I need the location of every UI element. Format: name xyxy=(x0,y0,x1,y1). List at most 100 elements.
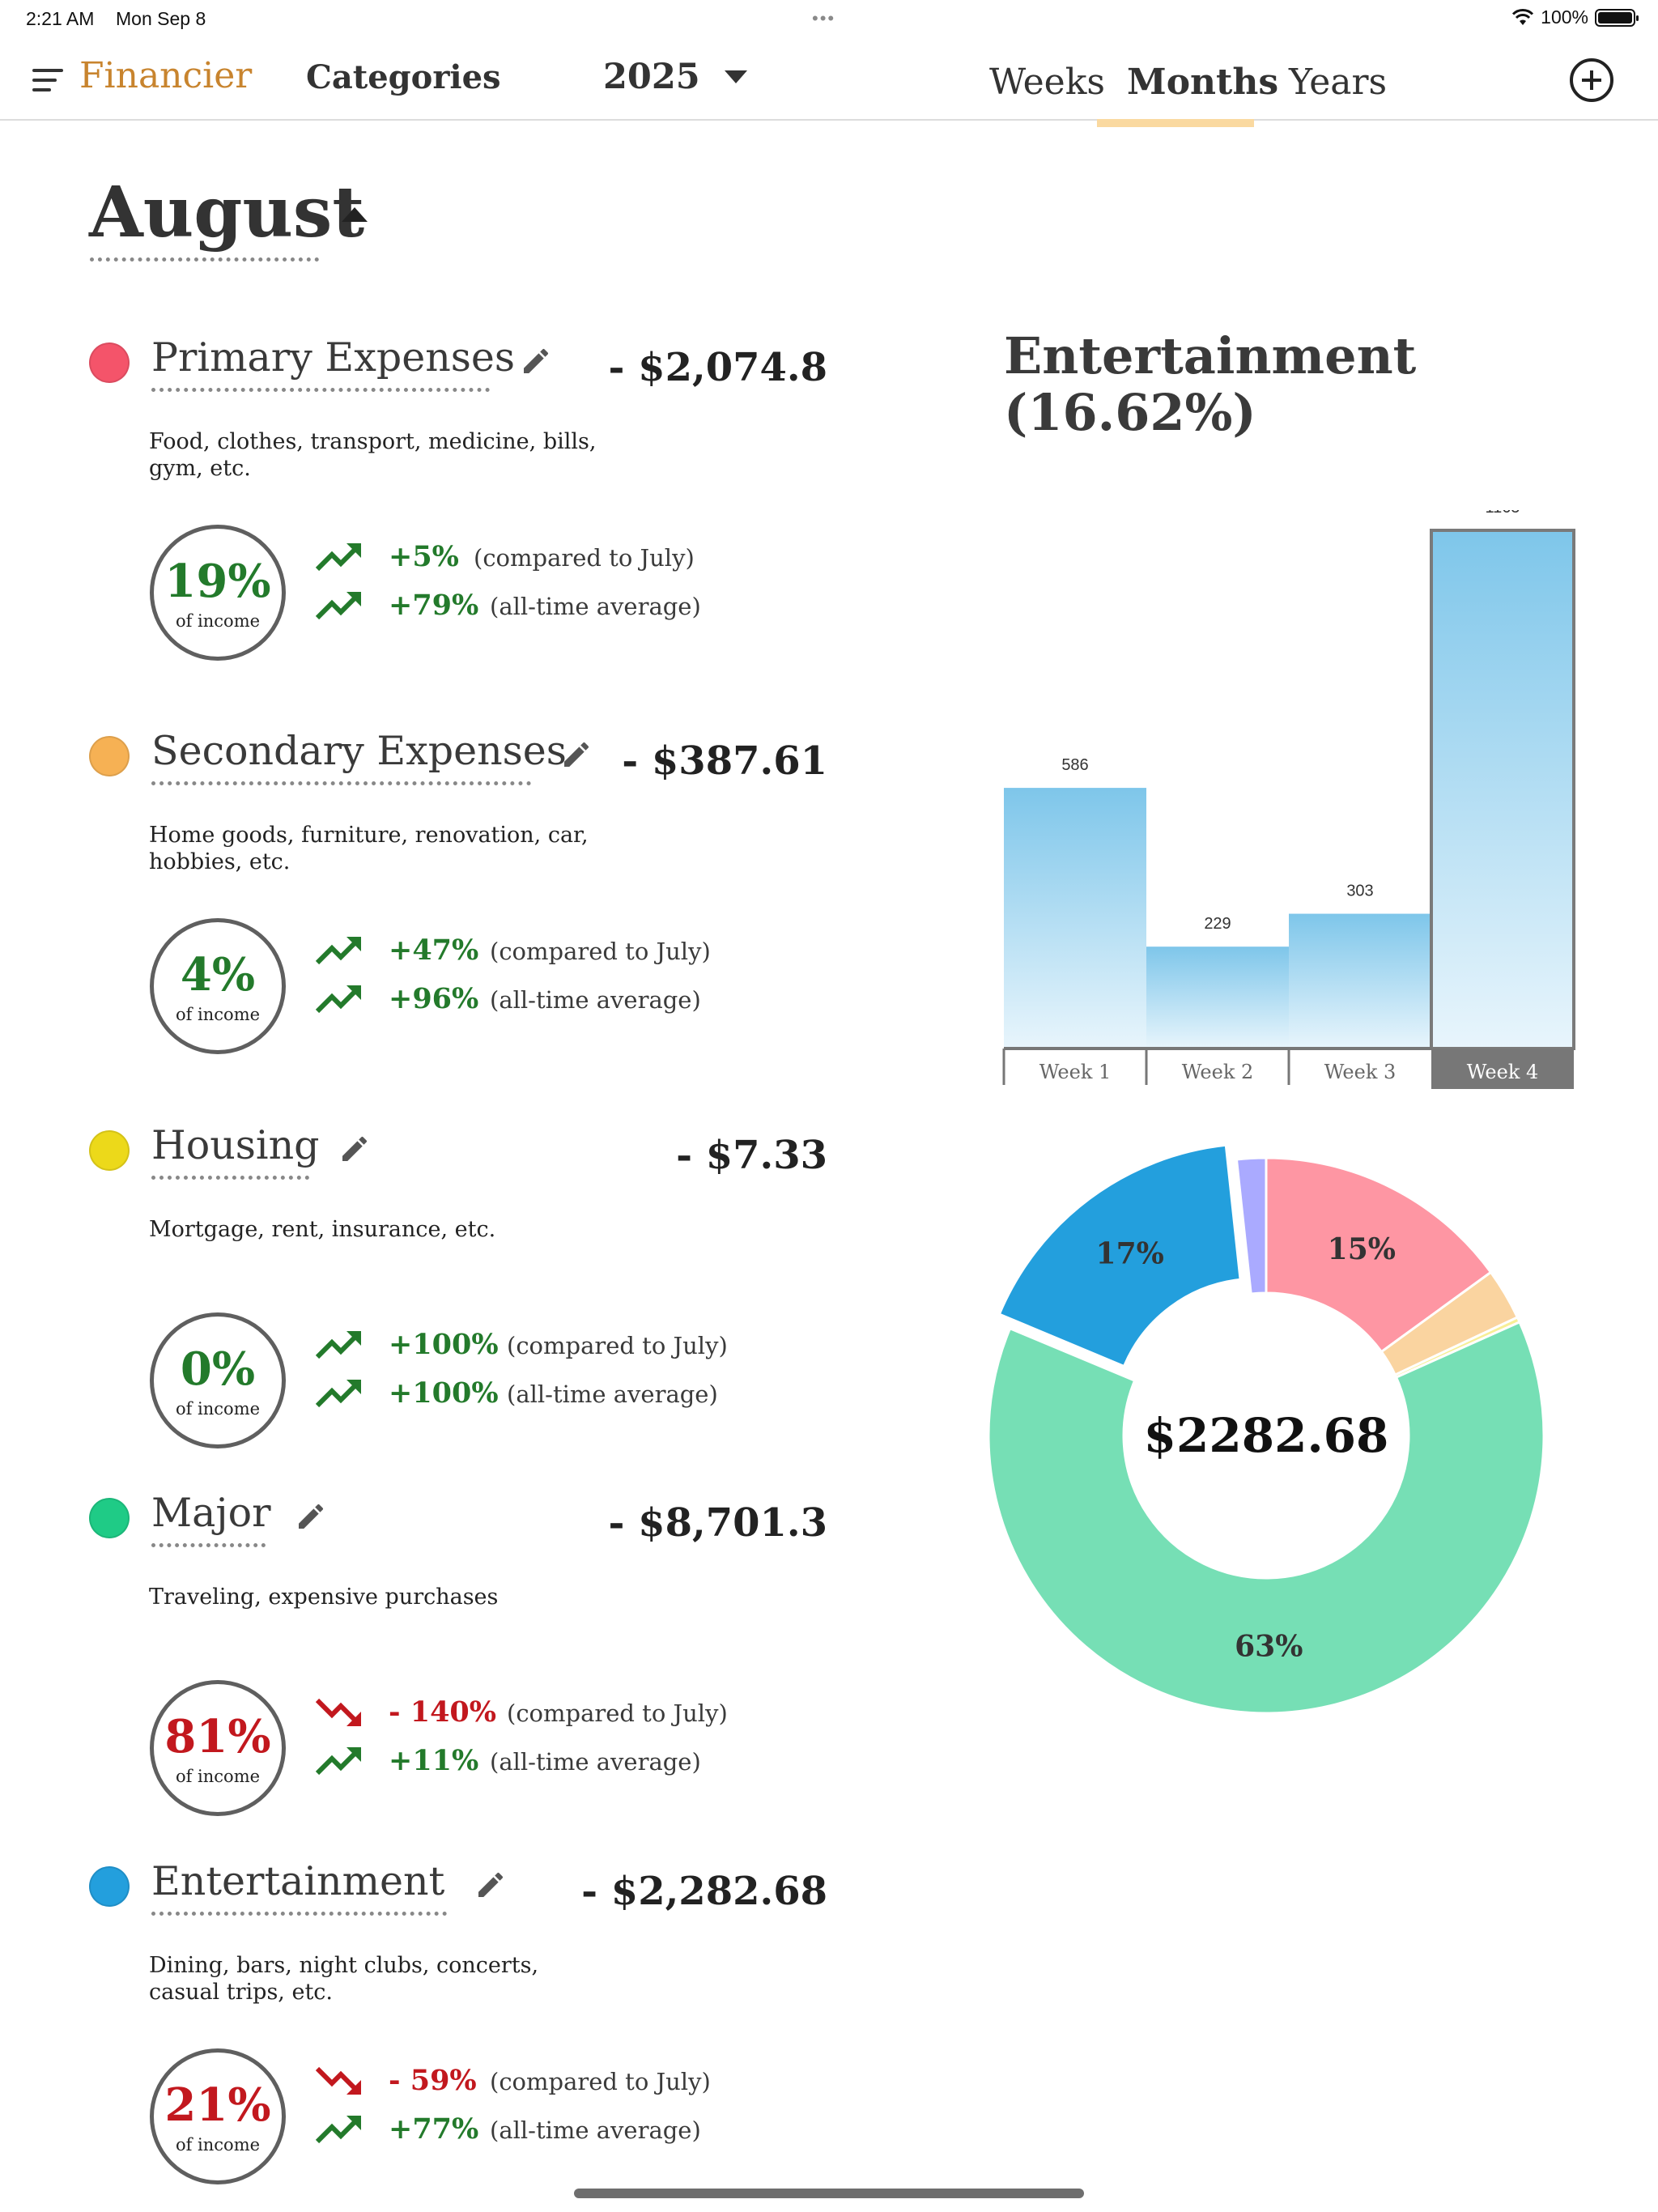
slice-percent-label: 15% xyxy=(1328,1232,1396,1266)
wifi-icon xyxy=(1512,8,1534,25)
category-name-underline xyxy=(151,1176,309,1180)
category-name[interactable]: Entertainment xyxy=(151,1858,445,1904)
category-color-dot xyxy=(89,736,130,776)
donut-slice[interactable] xyxy=(987,1320,1545,1715)
pencil-icon[interactable] xyxy=(295,1500,327,1533)
trend-row: +96% (all-time average) xyxy=(314,979,701,1019)
category-name-underline xyxy=(151,1543,266,1547)
tab-months[interactable]: Months xyxy=(1127,62,1279,103)
category-color-dot xyxy=(89,342,130,383)
donut-slice[interactable] xyxy=(1265,1156,1493,1354)
trend-row: +79% (all-time average) xyxy=(314,585,701,626)
trend-value: - 59% xyxy=(389,2064,477,2097)
chevron-down-icon xyxy=(724,70,747,83)
pencil-icon[interactable] xyxy=(560,738,593,771)
income-percent-label: of income xyxy=(175,611,261,631)
category-color-dot xyxy=(89,1498,130,1538)
top-nav: Financier Categories 2025 Weeks Months Y… xyxy=(0,39,1658,127)
month-title[interactable]: August xyxy=(89,172,365,253)
category-block: Major - $8,701.3 Traveling, expensive purc… xyxy=(0,1490,858,1887)
week-label[interactable]: Week 4 xyxy=(1467,1061,1539,1083)
selected-week-highlight xyxy=(1431,1049,1574,1089)
trend-label: (compared to July) xyxy=(507,1332,728,1359)
chart-title-percent: (16.62%) xyxy=(1004,383,1256,442)
category-name[interactable]: Major xyxy=(151,1490,271,1536)
category-block: Primary Expenses - $2,074.8 Food, clothes,… xyxy=(0,334,858,731)
bar-value-label: 303 xyxy=(1346,883,1373,900)
category-name-underline xyxy=(151,1912,447,1916)
category-amount: - $387.61 xyxy=(622,738,827,784)
category-description: Food, clothes, transport, medicine, bill… xyxy=(149,429,597,481)
income-percent: 19% xyxy=(164,555,271,608)
tab-weeks[interactable]: Weeks xyxy=(989,62,1105,103)
slice-percent-label: 17% xyxy=(1096,1236,1164,1270)
app-brand[interactable]: Financier xyxy=(79,55,253,96)
category-color-dot xyxy=(89,1130,130,1171)
trend-label: (compared to July) xyxy=(490,938,711,965)
trend-value: +5% xyxy=(389,540,459,573)
week-label[interactable]: Week 2 xyxy=(1182,1061,1254,1083)
trending-up-icon xyxy=(315,1747,361,1776)
tab-years[interactable]: Years xyxy=(1289,62,1388,103)
income-percent: 81% xyxy=(164,1710,271,1763)
trend-value: +47% xyxy=(389,934,479,967)
income-percent-label: of income xyxy=(175,1005,261,1024)
trend-label: (all-time average) xyxy=(507,1380,718,1408)
trend-row: +5% (compared to July) xyxy=(314,537,695,577)
week-label[interactable]: Week 3 xyxy=(1324,1061,1397,1083)
trend-label: (all-time average) xyxy=(490,1748,701,1776)
bar-3[interactable] xyxy=(1289,913,1431,1049)
category-name-underline xyxy=(151,388,490,392)
pencil-icon[interactable] xyxy=(338,1133,371,1165)
battery-icon xyxy=(1595,8,1639,27)
category-description: Mortgage, rent, insurance, etc. xyxy=(149,1217,496,1242)
add-circle-icon[interactable] xyxy=(1570,58,1613,102)
trend-value: +79% xyxy=(389,589,479,622)
income-percent-ring: 81% of income xyxy=(150,1680,286,1816)
bar-4[interactable] xyxy=(1430,529,1575,1050)
bar-2[interactable] xyxy=(1146,946,1289,1049)
categories-link[interactable]: Categories xyxy=(306,58,501,96)
category-donut-chart: 15% 63% 17% $2282.68 xyxy=(987,1143,1545,1715)
trend-value: +77% xyxy=(389,2112,479,2146)
income-percent: 4% xyxy=(180,948,256,1002)
donut-center-total: $2282.68 xyxy=(1144,1408,1389,1463)
year-dropdown[interactable]: 2025 xyxy=(603,57,747,97)
trend-value: - 140% xyxy=(389,1695,497,1729)
trend-label: (all-time average) xyxy=(490,2116,701,2144)
category-block: Housing - $7.33 Mortgage, rent, insurance,… xyxy=(0,1122,858,1519)
income-percent-label: of income xyxy=(175,1767,261,1786)
month-title-underline xyxy=(90,257,319,262)
home-indicator[interactable] xyxy=(574,2189,1084,2198)
week-label[interactable]: Week 1 xyxy=(1039,1061,1112,1083)
category-name[interactable]: Housing xyxy=(151,1122,320,1168)
category-name-underline xyxy=(151,781,531,785)
trending-up-icon xyxy=(315,1331,361,1359)
category-amount: - $2,282.68 xyxy=(581,1869,827,1914)
bar-value-label: 1165 xyxy=(1485,510,1520,517)
multitasking-dots-icon[interactable]: ••• xyxy=(812,8,836,28)
pencil-icon[interactable] xyxy=(474,1869,507,1901)
donut-slice[interactable] xyxy=(1235,1156,1268,1295)
trend-value: +100% xyxy=(389,1328,499,1361)
trend-label: (compared to July) xyxy=(507,1699,728,1727)
trending-down-icon xyxy=(315,2066,361,2095)
trend-label: (compared to July) xyxy=(474,544,695,572)
donut-slice[interactable] xyxy=(997,1143,1242,1368)
trend-row: +100% (all-time average) xyxy=(314,1373,718,1414)
trending-up-icon xyxy=(315,985,361,1014)
category-amount: - $2,074.8 xyxy=(608,345,827,390)
year-value: 2025 xyxy=(603,57,700,97)
category-name[interactable]: Secondary Expenses xyxy=(151,728,567,774)
pencil-icon[interactable] xyxy=(520,345,552,377)
trending-up-icon xyxy=(315,592,361,620)
bar-1[interactable] xyxy=(1004,788,1146,1049)
income-percent-ring: 21% of income xyxy=(150,2048,286,2184)
category-amount: - $8,701.3 xyxy=(608,1500,827,1546)
hamburger-menu-icon[interactable] xyxy=(32,69,63,91)
category-description: Home goods, furniture, renovation, car, … xyxy=(149,823,589,874)
caret-up-icon[interactable] xyxy=(342,207,368,222)
chart-title: Entertainment (16.62%) xyxy=(1004,328,1416,441)
trend-value: +100% xyxy=(389,1376,499,1410)
category-name[interactable]: Primary Expenses xyxy=(151,334,516,381)
